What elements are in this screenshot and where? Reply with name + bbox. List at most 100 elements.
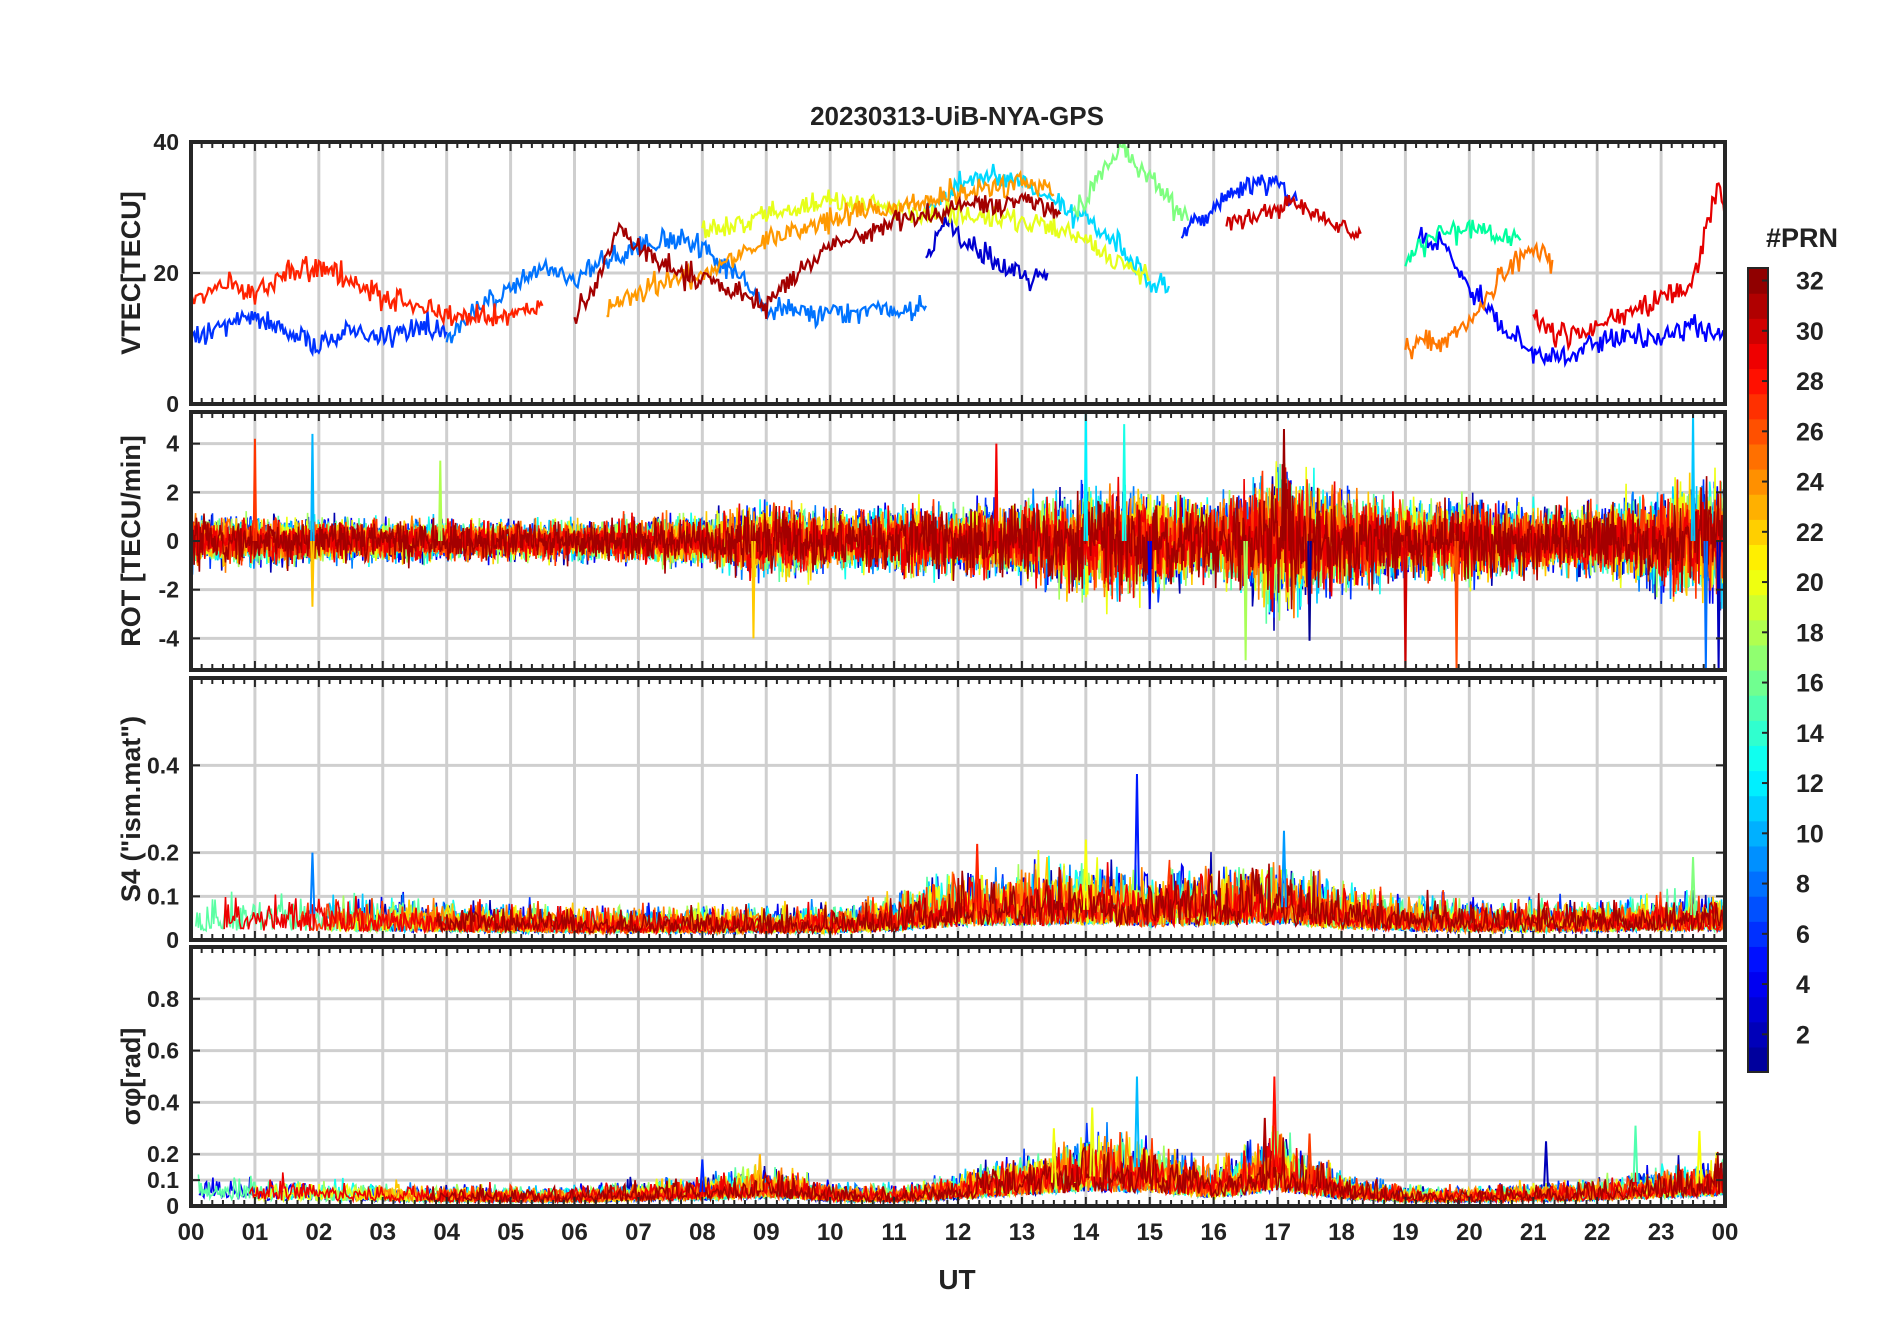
colorbar-segment	[1748, 268, 1768, 294]
y-tick-label: 2	[166, 479, 179, 505]
vtec-series-prn-9	[445, 226, 927, 344]
panel-vtec: 0 20 40 VTEC[TECU]	[116, 129, 1727, 417]
s4-spike	[309, 852, 316, 914]
rot-spike	[1690, 412, 1696, 542]
colorbar-segment	[1748, 519, 1768, 545]
y-tick-label: 20	[153, 260, 179, 286]
rot-spike	[751, 540, 756, 639]
x-tick-label: 04	[433, 1219, 460, 1246]
colorbar-tick-label: 12	[1796, 770, 1824, 798]
vtec-series-prn-31	[573, 191, 1062, 324]
x-tick-label: 15	[1136, 1219, 1163, 1246]
rot-spike	[310, 540, 315, 607]
colorbar-tick-label: 8	[1796, 871, 1810, 899]
vtec-series-prn-24	[1404, 241, 1554, 360]
rot-spike	[252, 438, 258, 542]
y-axis-label: S4 ("ism.mat")	[116, 716, 146, 902]
x-tick-label: 16	[1200, 1219, 1227, 1246]
y-tick-label: 0.1	[147, 1167, 179, 1193]
x-tick-label: 14	[1072, 1219, 1099, 1246]
rot-spike	[1454, 540, 1459, 670]
y-tick-label: 0.4	[147, 1089, 179, 1115]
colorbar-tick-label: 24	[1796, 469, 1824, 497]
vtec-series-prn-23	[606, 169, 1055, 318]
colorbar-tick-label: 18	[1796, 619, 1824, 647]
vtec-series-prn-29	[1532, 182, 1725, 352]
panel-data	[197, 1076, 1725, 1206]
x-axis-label: UT	[938, 1264, 975, 1295]
rot-spike	[1243, 540, 1248, 661]
colorbar-segment	[1748, 820, 1768, 847]
x-tick-label: 11	[881, 1219, 906, 1246]
x-tick-label: 02	[305, 1219, 332, 1246]
colorbar-segment	[1748, 494, 1768, 520]
colorbar-segment	[1748, 770, 1768, 797]
x-tick-label: 07	[625, 1219, 652, 1246]
colorbar-segment	[1748, 393, 1768, 420]
colorbar-tick-label: 20	[1796, 569, 1824, 597]
y-tick-label: -2	[159, 577, 179, 603]
y-tick-label: 0	[166, 927, 179, 953]
vtec-series-prn-12	[924, 163, 1170, 294]
y-tick-label: 0	[166, 1193, 179, 1219]
rot-spike	[437, 460, 443, 542]
rot-spike	[1716, 540, 1721, 670]
y-tick-label: 4	[166, 431, 179, 457]
colorbar-tick-label: 6	[1796, 921, 1810, 949]
vtec-series-prn-5	[191, 308, 448, 358]
x-tick-label: 12	[945, 1219, 972, 1246]
colorbar-tick-label: 14	[1796, 720, 1824, 748]
x-tick-label: 09	[753, 1219, 780, 1246]
colorbar-tick-label: 2	[1796, 1021, 1810, 1049]
sigma_phi-spike	[1632, 1125, 1639, 1182]
sigma_phi-spike	[756, 1154, 763, 1191]
y-tick-label: 0.1	[147, 883, 179, 909]
colorbar-segment	[1748, 795, 1768, 822]
y-tick-label: -4	[159, 625, 180, 651]
chart-title: 20230313-UiB-NYA-GPS	[810, 101, 1104, 131]
x-tick-label: 20	[1456, 1219, 1483, 1246]
colorbar-segment	[1748, 318, 1768, 344]
s4-spike	[1690, 857, 1696, 916]
sigma_phi-spike	[1134, 1076, 1140, 1168]
x-tick-label: 08	[689, 1219, 716, 1246]
rot-spike	[1307, 540, 1312, 641]
colorbar-segment	[1748, 720, 1768, 746]
colorbar-segment	[1748, 469, 1768, 495]
vtec-series-prn-3	[1417, 226, 1725, 368]
x-tick-label: 00	[1712, 1219, 1739, 1246]
y-tick-label: 0.2	[147, 840, 179, 866]
rot-spike	[1121, 424, 1127, 542]
colorbar-tick-label: 28	[1796, 368, 1824, 396]
x-tick-labels: 00 01 02 03 04 05 06 07 08 09 10 11 12 13 14 15 16 17 18 19…	[178, 1219, 1739, 1246]
x-tick-label: 05	[497, 1219, 524, 1246]
y-tick-label: 0.4	[147, 752, 179, 778]
colorbar-segment	[1748, 1021, 1768, 1048]
colorbar-segment	[1748, 896, 1768, 922]
sigma_phi-spike	[1261, 1117, 1268, 1180]
colorbar-tick-label: 10	[1796, 820, 1824, 848]
sigma_phi-spike	[1089, 1107, 1096, 1177]
vtec-series-prn-16	[1072, 142, 1190, 222]
y-axis-label: σφ[rad]	[116, 1028, 146, 1126]
colorbar-segment	[1748, 871, 1768, 897]
colorbar-segment	[1748, 845, 1768, 872]
s4-spike	[974, 843, 981, 912]
s4-spike	[1134, 774, 1140, 891]
y-tick-label: 0.8	[147, 986, 179, 1012]
x-tick-label: 17	[1264, 1219, 1291, 1246]
colorbar-segment	[1748, 343, 1768, 370]
y-tick-label: 0.2	[147, 1141, 179, 1167]
sigma_phi-series	[425, 1137, 1725, 1205]
s4-series	[436, 863, 1725, 936]
colorbar-tick-label: 16	[1796, 670, 1824, 698]
colorbar-segment	[1748, 443, 1768, 470]
x-tick-label: 01	[242, 1219, 269, 1246]
vtec-series-prn-2	[925, 215, 1049, 292]
sigma_phi-spike	[1050, 1128, 1057, 1183]
panel-sigma_phi: 00.10.2 0.4 0.6 0.8σφ[rad]	[116, 945, 1727, 1219]
sigma_phi-spike	[1306, 1133, 1313, 1185]
colorbar-segment	[1748, 971, 1768, 998]
sigma_phi-spike	[1543, 1141, 1549, 1187]
